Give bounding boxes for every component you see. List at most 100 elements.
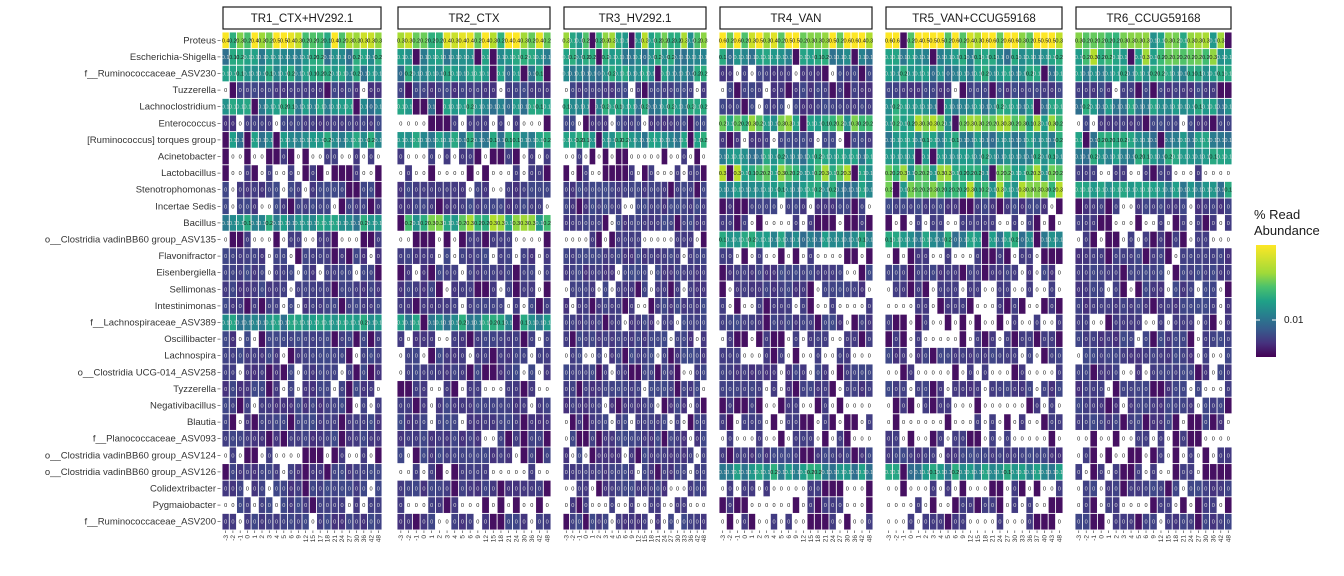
cell-value-label: 0	[530, 420, 533, 426]
cell-value-label: 0.1	[466, 72, 474, 78]
heatmap-cell	[858, 65, 866, 82]
heatmap-cell	[309, 165, 317, 181]
cell-value-label: 0	[743, 453, 746, 459]
heatmap-cell	[229, 248, 237, 264]
heatmap-cell	[655, 464, 661, 480]
heatmap-cell	[800, 414, 807, 430]
cell-value-label: 0.1	[309, 72, 317, 78]
cell-value-label: 0.1	[251, 321, 259, 327]
heatmap-cell	[237, 65, 244, 82]
cell-value-label: 0	[282, 287, 285, 293]
heatmap-cell	[428, 32, 436, 49]
cell-value-label: 0	[765, 254, 768, 260]
cell-value-label: 0	[492, 437, 495, 443]
heatmap-cell	[353, 298, 360, 314]
cell-value-label: 0	[772, 287, 775, 293]
cell-value-label: 0	[831, 354, 834, 360]
cell-value-label: 0	[597, 321, 600, 327]
cell-value-label: 0	[597, 155, 600, 161]
cell-value-label: 0	[492, 470, 495, 476]
heatmap-cell	[360, 98, 367, 115]
cell-value-label: 0	[656, 520, 659, 526]
cell-value-label: 0	[643, 321, 646, 327]
cell-value-label: 0.1	[505, 221, 513, 227]
cell-value-label: 0	[868, 520, 871, 526]
heatmap-cell	[295, 364, 302, 381]
cell-value-label: 0	[522, 121, 525, 127]
heatmap-cell	[375, 430, 382, 447]
heatmap-cell	[474, 281, 482, 298]
cell-value-label: 0	[304, 238, 307, 244]
cell-value-label: 0	[571, 453, 574, 459]
heatmap-cell	[280, 82, 287, 98]
heatmap-cell	[346, 331, 353, 347]
cell-value-label: 0	[650, 470, 653, 476]
cell-value-label: 0.1	[353, 321, 361, 327]
cell-value-label: 0	[304, 287, 307, 293]
heatmap-cell	[367, 430, 375, 447]
cell-value-label: 0.1	[543, 55, 551, 61]
heatmap-cell	[244, 430, 251, 447]
cell-value-label: 0.2	[338, 38, 346, 44]
cell-value-label: 0	[326, 404, 329, 410]
heatmap-cell	[287, 364, 295, 381]
cell-value-label: 0	[846, 271, 849, 277]
cell-value-label: 0	[430, 503, 433, 509]
cell-value-label: 0	[617, 321, 620, 327]
cell-value-label: 0	[868, 370, 871, 376]
cell-value-label: 0	[282, 271, 285, 277]
cell-value-label: 0	[239, 254, 242, 260]
cell-value-label: 0	[422, 437, 425, 443]
cell-value-label: 0	[507, 304, 510, 310]
cell-value-label: 0.2	[459, 321, 467, 327]
cell-value-label: 0	[758, 321, 761, 327]
cell-value-label: 0	[407, 271, 410, 277]
cell-value-label: 0	[669, 271, 672, 277]
heatmap-cell	[244, 82, 251, 98]
cell-value-label: 0	[787, 254, 790, 260]
heatmap-cell	[726, 513, 734, 530]
heatmap-cell	[244, 215, 251, 231]
cell-value-label: 0	[546, 304, 549, 310]
cell-value-label: 0	[260, 271, 263, 277]
cell-value-label: 0	[794, 105, 797, 111]
facet-strip-label: TR2_CTX	[448, 13, 499, 25]
heatmap-cell	[273, 513, 280, 530]
cell-value-label: 0	[268, 404, 271, 410]
cell-value-label: 0.1	[309, 105, 317, 111]
cell-value-label: 0	[499, 238, 502, 244]
cell-value-label: 0	[696, 271, 699, 277]
cell-value-label: 0	[676, 287, 679, 293]
heatmap-cell	[375, 148, 382, 165]
cell-value-label: 0	[683, 453, 686, 459]
x-tick-label: 5	[281, 535, 288, 539]
cell-value-label: 0	[591, 171, 594, 177]
cell-value-label: 0	[348, 304, 351, 310]
cell-value-label: 0	[736, 520, 739, 526]
cell-value-label: 0	[794, 287, 797, 293]
heatmap-cell	[266, 215, 273, 231]
cell-value-label: 0	[430, 155, 433, 161]
cell-value-label: 0	[571, 221, 574, 227]
cell-value-label: 0	[415, 254, 418, 260]
heatmap-cell	[280, 115, 287, 132]
cell-value-label: 0	[515, 487, 518, 493]
cell-value-label: 0.2	[420, 221, 428, 227]
heatmap-cell	[287, 49, 295, 65]
heatmap-cell	[317, 397, 324, 414]
facet-strip	[397, 6, 551, 30]
heatmap-cell	[251, 248, 258, 264]
cell-value-label: 0.1	[792, 238, 800, 244]
cell-value-label: 0	[578, 370, 581, 376]
cell-value-label: 0.1	[374, 72, 382, 78]
cell-value-label: 0	[260, 437, 263, 443]
cell-value-label: 0	[831, 271, 834, 277]
cell-value-label: 0	[591, 121, 594, 127]
cell-value-label: 0	[268, 337, 271, 343]
heatmap-cell	[346, 397, 353, 414]
heatmap-cell	[302, 314, 309, 331]
cell-value-label: 0	[584, 453, 587, 459]
x-tick-label: 21	[506, 535, 513, 543]
cell-value-label: 0	[846, 204, 849, 210]
cell-value-label: 0.1	[397, 55, 405, 61]
